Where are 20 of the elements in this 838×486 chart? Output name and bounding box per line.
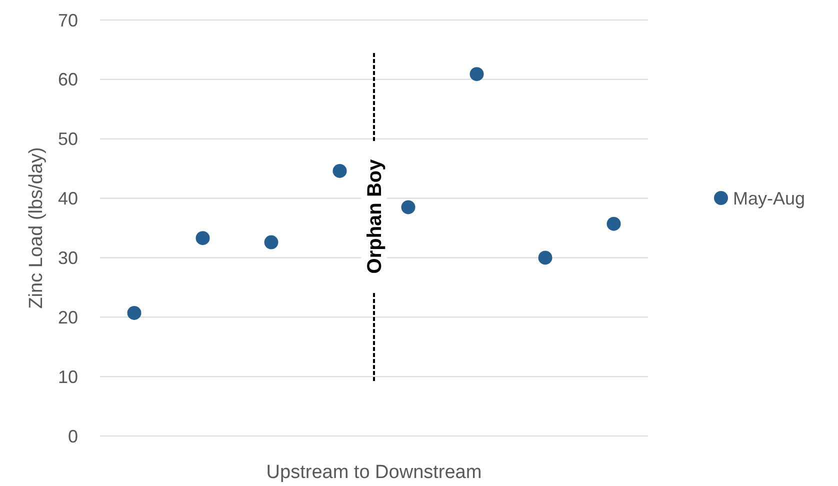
point: [196, 231, 210, 246]
point: [332, 164, 347, 178]
point: [401, 200, 416, 214]
y-tick-label: 40: [58, 188, 78, 209]
point: [470, 67, 484, 82]
point: [606, 216, 621, 231]
x-axis-title: Upstream to Downstream: [266, 462, 482, 483]
y-tick-label: 0: [68, 426, 78, 446]
y-axis-title: Zinc Load (lbs/day): [26, 147, 47, 309]
annotation: Orphan Boy: [364, 158, 386, 274]
y-tick-label: 50: [58, 129, 78, 150]
y-tick-label: 60: [58, 70, 78, 90]
point: [538, 250, 552, 265]
legend-label: May-Aug: [733, 188, 806, 208]
y-tick-label: 70: [58, 10, 78, 30]
y-tick-label: 20: [58, 307, 78, 328]
y-tick-label: 30: [58, 248, 78, 268]
y-tick-label: 10: [58, 366, 78, 387]
point: [264, 235, 278, 250]
point: [127, 306, 142, 320]
